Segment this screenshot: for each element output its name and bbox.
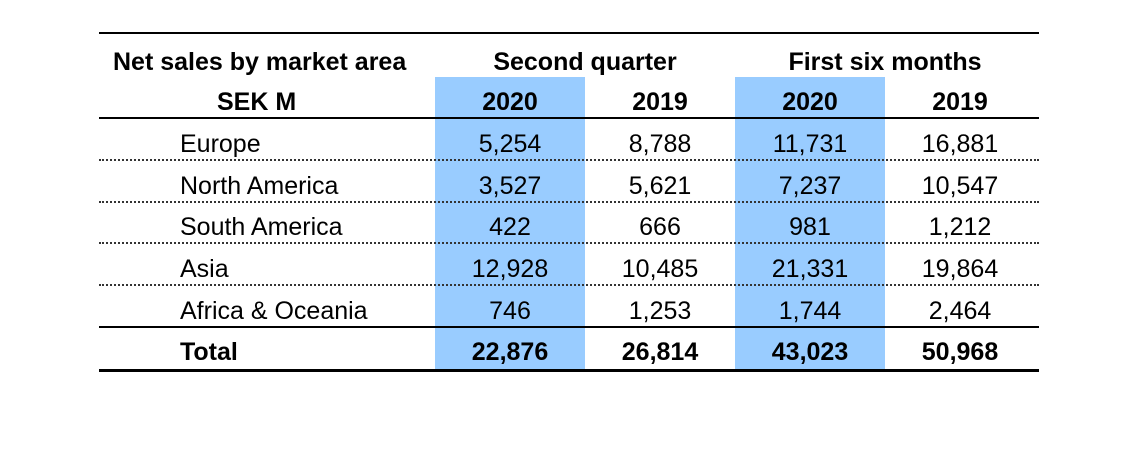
cell-q2-2019: 666 (639, 213, 681, 241)
cell-q2-2020: 12,928 (471, 255, 549, 283)
year-header-q2-2019: 2019 (632, 88, 688, 116)
total-q2-2020: 22,876 (471, 338, 549, 366)
highlight-h1-2020-column (735, 77, 885, 372)
total-h1-2019: 50,968 (921, 338, 999, 366)
cell-h1-2020: 981 (789, 213, 831, 241)
cell-h1-2020: 21,331 (771, 255, 849, 283)
row-label: Europe (180, 130, 261, 158)
total-q2-2019: 26,814 (621, 338, 699, 366)
cell-q2-2020: 422 (489, 213, 531, 241)
total-h1-2020: 43,023 (771, 338, 849, 366)
row-divider (99, 159, 1039, 161)
year-header-q2-2020: 2020 (482, 88, 538, 116)
row-label: Asia (180, 255, 229, 283)
total-rule (99, 326, 1039, 328)
table-unit: SEK M (217, 88, 297, 116)
header-rule (99, 117, 1039, 119)
year-header-h1-2020: 2020 (782, 88, 838, 116)
cell-h1-2019: 19,864 (921, 255, 999, 283)
cell-h1-2020: 7,237 (778, 172, 842, 200)
cell-q2-2019: 1,253 (628, 297, 692, 325)
cell-h1-2020: 1,744 (778, 297, 842, 325)
cell-h1-2019: 1,212 (928, 213, 992, 241)
table-title: Net sales by market area (113, 48, 407, 76)
row-divider (99, 201, 1039, 203)
row-label: North America (180, 172, 339, 200)
row-label: Africa & Oceania (180, 297, 368, 325)
row-divider (99, 284, 1039, 286)
cell-h1-2019: 10,547 (921, 172, 999, 200)
row-label: South America (180, 213, 343, 241)
cell-q2-2019: 8,788 (628, 130, 692, 158)
cell-q2-2019: 5,621 (628, 172, 692, 200)
cell-h1-2020: 11,731 (772, 130, 848, 158)
cell-h1-2019: 2,464 (928, 297, 992, 325)
group-header-second-quarter: Second quarter (493, 48, 677, 76)
bottom-rule (99, 369, 1039, 372)
cell-q2-2020: 5,254 (478, 130, 542, 158)
cell-h1-2019: 16,881 (921, 130, 999, 158)
cell-q2-2019: 10,485 (621, 255, 699, 283)
group-header-first-six-months: First six months (788, 48, 982, 76)
row-divider (99, 242, 1039, 244)
highlight-q2-2020-column (435, 77, 585, 372)
cell-q2-2020: 3,527 (478, 172, 542, 200)
top-rule (99, 32, 1039, 34)
year-header-h1-2019: 2019 (932, 88, 988, 116)
total-label: Total (180, 338, 238, 366)
net-sales-table: Net sales by market area SEK M Second qu… (99, 32, 1039, 372)
cell-q2-2020: 746 (489, 297, 531, 325)
